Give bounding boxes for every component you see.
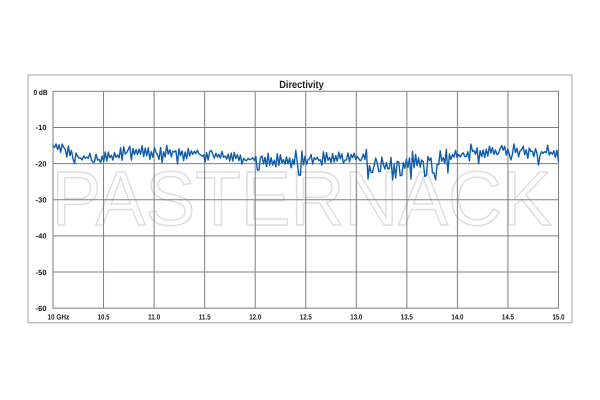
svg-text:-40: -40	[36, 232, 47, 241]
svg-text:11.5: 11.5	[199, 313, 211, 322]
svg-text:PASTERNACK: PASTERNACK	[52, 156, 552, 242]
svg-text:10.5: 10.5	[98, 313, 110, 322]
svg-text:12.5: 12.5	[300, 313, 312, 322]
svg-text:11.0: 11.0	[148, 313, 160, 322]
svg-text:14.5: 14.5	[502, 313, 514, 322]
svg-text:13.0: 13.0	[350, 313, 362, 322]
svg-text:-50: -50	[36, 268, 47, 277]
svg-text:-20: -20	[36, 159, 47, 168]
svg-text:15.0: 15.0	[553, 313, 565, 322]
svg-text:-30: -30	[36, 195, 47, 204]
svg-text:13.5: 13.5	[401, 313, 413, 322]
svg-text:0 dB: 0 dB	[34, 88, 48, 97]
svg-text:-60: -60	[36, 304, 47, 313]
svg-text:10 GHz: 10 GHz	[48, 313, 70, 322]
svg-text:14.0: 14.0	[451, 313, 463, 322]
svg-text:-10: -10	[36, 123, 47, 132]
svg-text:12.0: 12.0	[249, 313, 261, 322]
svg-text:Directivity: Directivity	[279, 79, 324, 91]
